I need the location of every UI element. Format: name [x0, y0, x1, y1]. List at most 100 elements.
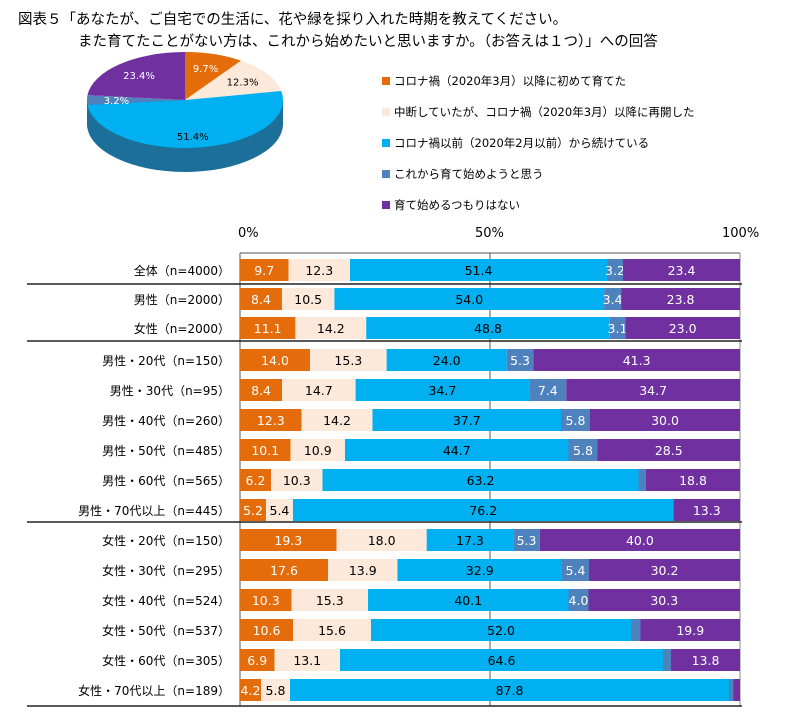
bar-segment [240, 379, 283, 401]
bar-value-label: 76.2 [469, 503, 497, 518]
bar-segment [729, 679, 734, 701]
bar-value-label: 48.8 [474, 321, 502, 336]
legend-label: コロナ禍以前（2020年2月以前）から続けている [394, 136, 650, 150]
pie-label: 23.4% [123, 71, 155, 82]
legend-item: 中断していたが、コロナ禍（2020年3月）以降に再開した [382, 104, 695, 120]
pie-slice [87, 91, 284, 149]
bar-value-label: 13.3 [693, 503, 721, 518]
bar-segment [568, 439, 598, 461]
bar-segment [240, 619, 293, 641]
bar-segment [562, 559, 589, 581]
bar-value-label: 19.3 [274, 533, 302, 548]
legend-item: コロナ禍（2020年3月）以降に初めて育てた [382, 73, 626, 89]
bar-value-label: 7.4 [538, 383, 558, 398]
legend-item: これから育て始めようと思う [382, 166, 544, 182]
pie-label: 3.2% [104, 96, 129, 107]
bar-value-label: 63.2 [467, 473, 495, 488]
bar-segment [366, 317, 610, 339]
bar-value-label: 23.0 [669, 321, 697, 336]
legend-label: コロナ禍（2020年3月）以降に初めて育てた [394, 74, 627, 88]
category-label: 男性（n=2000） [133, 293, 230, 307]
bar-value-label: 10.9 [304, 443, 332, 458]
pie-slice [87, 52, 185, 100]
bar-segment [240, 349, 311, 371]
x-tick-label: 0% [238, 226, 259, 241]
bar-segment [529, 379, 567, 401]
bar-segment [240, 469, 271, 491]
bar-value-label: 14.7 [305, 383, 333, 398]
category-label: 女性・60代（n=305） [102, 654, 230, 668]
pie-chart: 9.7% 12.3% 51.4% 3.2% 23.4% [86, 52, 284, 172]
bar-value-label: 44.7 [443, 443, 471, 458]
bar-value-label: 13.9 [349, 563, 377, 578]
bar-value-label: 18.0 [368, 533, 396, 548]
bar-value-label: 41.3 [623, 353, 651, 368]
bar-value-label: 4.0 [569, 593, 589, 608]
bar-value-label: 15.6 [318, 623, 346, 638]
bar-segment [274, 649, 340, 671]
bar-value-label: 34.7 [429, 383, 457, 398]
bar-value-label: 30.2 [651, 563, 679, 578]
bar-value-label: 23.4 [668, 263, 696, 278]
bar-segment [568, 589, 589, 611]
bar-segment [240, 679, 261, 701]
bar-value-label: 5.8 [566, 413, 586, 428]
bar-value-label: 87.8 [496, 683, 524, 698]
legend-label: 育て始めるつもりはない [394, 198, 521, 212]
bar-segment [673, 499, 740, 521]
bar-value-label: 14.2 [317, 321, 345, 336]
bar-segment [240, 259, 289, 281]
category-label: 男性・40代（n=260） [102, 414, 230, 428]
bar-segment [292, 499, 674, 521]
bar-value-label: 10.6 [253, 623, 281, 638]
bar-segment [625, 317, 740, 339]
bar-value-label: 11.1 [254, 321, 282, 336]
bar-segment [589, 559, 740, 581]
category-label: 男性・70代以上（n=445） [78, 504, 230, 518]
bar-value-label: 5.8 [573, 443, 593, 458]
x-tick-label: 50% [475, 226, 504, 241]
bar-segment [426, 529, 514, 551]
bar-segment [288, 259, 350, 281]
legend-label: これから育て始めようと思う [394, 167, 544, 181]
category-label: 女性・40代（n=524） [102, 594, 230, 608]
bar-segment [282, 379, 356, 401]
legend-swatch [382, 201, 390, 209]
bar-value-label: 5.4 [270, 503, 290, 518]
bar-value-label: 10.1 [251, 443, 279, 458]
chart-title-line-2: また育てたことがない方は、これから始めたいと思いますか。（お答えは１つ）」への回… [78, 34, 658, 50]
bar-value-label: 12.3 [257, 413, 285, 428]
bar-value-label: 10.3 [283, 473, 311, 488]
bar-segment [290, 439, 345, 461]
bar-segment [621, 288, 740, 310]
bar-segment [301, 409, 373, 431]
bar-segment [240, 317, 296, 339]
bar-value-label: 13.1 [293, 653, 321, 668]
bar-segment [513, 529, 540, 551]
bar-segment [240, 589, 292, 611]
bar-value-label: 8.4 [251, 292, 271, 307]
category-label: 男性・50代（n=485） [102, 444, 230, 458]
bar-value-label: 13.8 [692, 653, 720, 668]
bar-segment [506, 349, 534, 371]
pie-label: 12.3% [227, 78, 259, 89]
category-label: 女性・30代（n=295） [102, 564, 230, 578]
category-label: 男性・60代（n=565） [102, 474, 230, 488]
bar-value-label: 40.0 [626, 533, 654, 548]
bar-value-label: 28.5 [655, 443, 683, 458]
bar-segment [566, 379, 740, 401]
legend-swatch [382, 170, 390, 178]
bar-segment [336, 529, 427, 551]
bar-value-label: 23.8 [667, 292, 695, 307]
pie-label: 51.4% [177, 132, 209, 143]
bar-segment [371, 619, 631, 641]
bar-value-label: 14.0 [261, 353, 289, 368]
category-label: 全体（n=4000） [133, 264, 230, 278]
legend-label: 中断していたが、コロナ禍（2020年3月）以降に再開した [394, 105, 695, 119]
bar-segment [334, 288, 605, 310]
pie-slice [185, 60, 282, 100]
bar-segment [638, 469, 646, 491]
bar-value-label: 10.5 [294, 292, 322, 307]
bar-segment [340, 649, 663, 671]
